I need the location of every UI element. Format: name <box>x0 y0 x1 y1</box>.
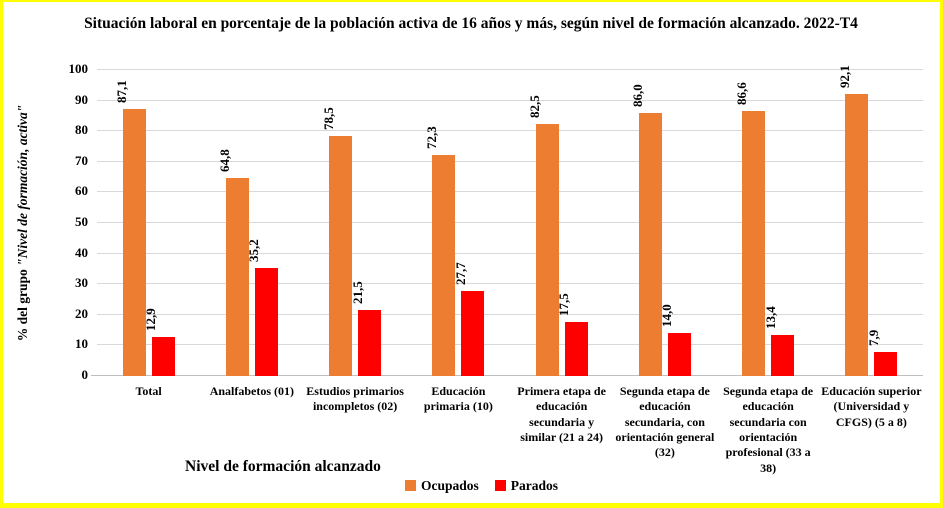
bar-value-label: 64,8 <box>217 148 233 172</box>
gridline <box>97 222 923 223</box>
bar-ocupados: 87,1 <box>114 81 146 376</box>
bar-value-label: 13,4 <box>762 306 778 329</box>
category-label: Estudios primarios incompletos (02) <box>306 384 404 414</box>
y-tick-label: 80 <box>75 122 88 138</box>
bar-value-label: 14,0 <box>659 304 675 328</box>
bar-group: 72,3 27,7 <box>407 70 510 376</box>
bar-ocupados: 82,5 <box>527 95 559 376</box>
gridline <box>97 69 923 70</box>
category-label: Total <box>135 384 162 398</box>
bar-value-label: 82,5 <box>527 94 543 118</box>
bar-ocupados: 92,1 <box>837 65 869 376</box>
bar-value-label: 92,1 <box>836 65 852 89</box>
gridline <box>97 344 923 346</box>
bar-value-label: 86,6 <box>733 82 749 106</box>
bar-ocupados: 72,3 <box>424 126 456 376</box>
y-tick-label: 10 <box>75 336 88 352</box>
bar-value-label: 72,3 <box>423 126 439 149</box>
bar-group: 87,1 12,9 <box>97 70 200 376</box>
category-label: Educación primaria (10) <box>423 384 493 414</box>
bar-ocupados: 86,0 <box>630 84 662 376</box>
gridline <box>97 160 923 162</box>
y-axis-title-quoted: "Nivel de formación, activa" <box>15 104 30 266</box>
y-tick-label: 50 <box>75 214 88 229</box>
y-tick-label: 0 <box>81 367 89 382</box>
bar-parados: 21,5 <box>350 281 382 376</box>
category-label: Segunda etapa de educación secundaria co… <box>723 384 814 475</box>
bar-group: 86,6 13,4 <box>717 70 820 376</box>
bar-value-label: 7,9 <box>865 329 881 346</box>
x-axis-title: Nivel de formación alcanzado <box>185 458 381 475</box>
bar-value-label: 12,9 <box>143 307 159 331</box>
chart-title: Situación laboral en porcentaje de la po… <box>84 15 858 32</box>
gridline <box>97 99 923 101</box>
bar-ocupados: 86,6 <box>734 82 766 376</box>
bar-group: 92,1 7,9 <box>820 65 923 376</box>
gridline <box>97 191 923 193</box>
bar-value-label: 17,5 <box>556 293 572 317</box>
bar-value-label: 21,5 <box>349 281 365 305</box>
bar-parados: 13,4 <box>763 306 795 376</box>
gridline <box>97 313 923 315</box>
x-axis-labels: Total Analfabetos (01) Estudios primarios … <box>97 384 923 476</box>
plot-area: 0 10 20 30 40 50 60 70 80 90 100 87,1 12,9 64,8 35,2 7… <box>69 62 923 382</box>
y-tick-label: 60 <box>75 183 88 199</box>
y-tick-label: 100 <box>68 61 89 76</box>
bar-value-label: 87,1 <box>114 80 130 104</box>
y-tick-label: 40 <box>75 244 88 260</box>
y-tick-label: 30 <box>75 275 88 291</box>
legend-swatch-ocupados <box>405 480 416 491</box>
bar-value-label: 78,5 <box>320 107 336 130</box>
bar-group: 86,0 14,0 <box>613 70 716 376</box>
bar-group: 64,8 35,2 <box>200 70 303 376</box>
bar-value-label: 27,7 <box>452 262 468 286</box>
category-label: Educación superior (Universidad y CFGS) … <box>821 384 922 429</box>
bar-value-label: 35,2 <box>246 239 262 263</box>
bar-ocupados: 64,8 <box>217 149 249 376</box>
bar-parados: 27,7 <box>453 263 485 376</box>
gridline <box>97 283 923 285</box>
bar-parados: 35,2 <box>246 240 278 376</box>
legend-label: Ocupados <box>421 478 479 493</box>
bar-parados: 7,9 <box>866 330 898 376</box>
y-tick-label: 20 <box>75 305 88 321</box>
legend-item-parados: Parados <box>494 478 559 493</box>
y-tick-label: 70 <box>75 152 88 168</box>
y-axis-title-prefix: % del grupo <box>15 265 30 342</box>
gridline <box>97 252 923 254</box>
bar-groups: 87,1 12,9 64,8 35,2 78,5 21,5 72,3 27,7 82,5 17,5… <box>97 65 923 376</box>
bar-parados: 12,9 <box>143 308 175 376</box>
legend: Ocupados Parados <box>405 479 558 492</box>
legend-label: Parados <box>510 478 559 493</box>
legend-item-ocupados: Ocupados <box>405 479 479 492</box>
bar-group: 78,5 21,5 <box>304 70 407 376</box>
category-label: Analfabetos (01) <box>209 384 295 398</box>
bar-group: 82,5 17,5 <box>510 70 613 376</box>
category-label: Segunda etapa de educación secundaria, c… <box>615 384 715 460</box>
x-axis-line <box>91 375 923 376</box>
bar-ocupados: 78,5 <box>321 107 353 376</box>
legend-swatch-parados <box>494 480 506 491</box>
bar-parados: 17,5 <box>556 294 588 376</box>
bar-parados: 14,0 <box>659 304 691 376</box>
y-axis-title: % del grupo "Nivel de formación, activa" <box>15 70 37 376</box>
category-label: Primera etapa de educación secundaria y … <box>517 384 606 445</box>
bar-value-label: 86,0 <box>630 84 646 107</box>
y-tick-label: 90 <box>75 91 88 107</box>
gridline <box>97 130 923 132</box>
